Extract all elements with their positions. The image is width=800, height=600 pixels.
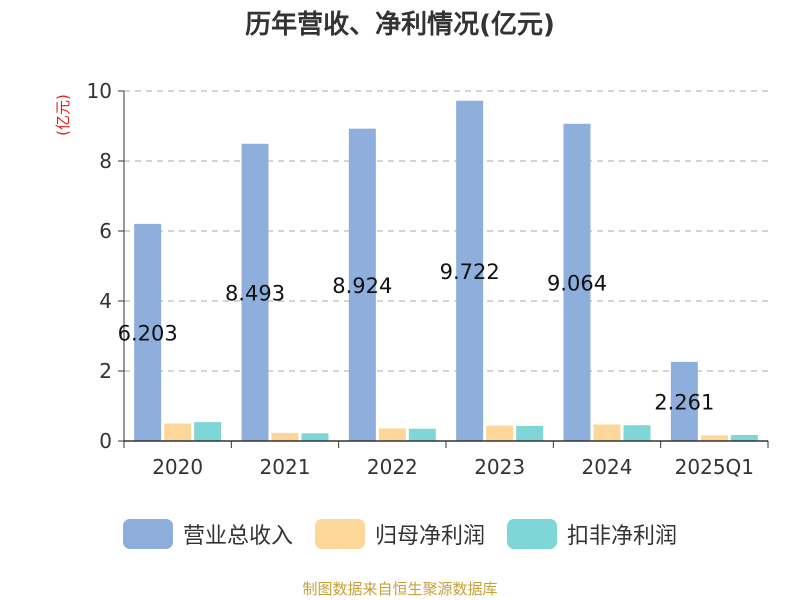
bar-series-2-2020	[194, 422, 222, 441]
bar-series-2-2022	[408, 428, 436, 441]
bars	[134, 100, 758, 441]
y-tick-label: 10	[87, 79, 112, 103]
x-tick-label: 2024	[582, 455, 633, 479]
data-labels: 6.203 8.493 8.924 9.722 9.064 2.261	[118, 260, 715, 415]
y-axis-ticks: 0 2 4 6 8 10	[87, 79, 125, 453]
bar-series-2-2025Q1	[730, 435, 758, 441]
bar-series-1-2022	[378, 428, 406, 441]
grid-lines	[124, 90, 768, 372]
y-axis-label: (亿元)	[54, 94, 72, 136]
bar-series-0-2020	[134, 223, 162, 441]
legend-label-revenue: 营业总收入	[182, 524, 293, 549]
legend: 营业总收入 归母净利润 扣非净利润	[0, 518, 800, 550]
y-tick-label: 4	[99, 289, 112, 313]
bar-series-2-2021	[301, 433, 329, 441]
data-label-revenue: 8.493	[225, 281, 285, 305]
bar-series-1-2024	[593, 424, 621, 441]
legend-swatch-net-profit	[314, 519, 365, 549]
source-note: 制图数据来自恒生聚源数据库	[302, 580, 498, 598]
data-label-revenue: 9.064	[547, 271, 607, 295]
legend-item-revenue[interactable]: 营业总收入	[122, 518, 293, 550]
bar-series-0-2024	[563, 123, 591, 441]
x-tick-label: 2023	[474, 455, 525, 479]
y-tick-label: 0	[99, 429, 112, 453]
x-tick-label: 2021	[260, 455, 311, 479]
bar-series-0-2022	[348, 128, 376, 441]
bar-series-2-2023	[516, 425, 544, 441]
x-axis: 2020 2021 2022 2023 2024 2025Q1	[123, 440, 769, 479]
legend-item-net-profit-excl[interactable]: 扣非净利润	[507, 518, 677, 550]
data-label-revenue: 9.722	[440, 260, 500, 284]
bar-series-0-2025Q1	[670, 361, 698, 441]
x-tick-label: 2020	[152, 455, 203, 479]
legend-label-net-profit-excl: 扣非净利润	[567, 524, 678, 549]
y-tick-label: 6	[99, 219, 112, 243]
chart-title: 历年营收、净利情况(亿元)	[245, 10, 555, 40]
data-label-revenue: 2.261	[654, 390, 714, 414]
bar-series-1-2023	[486, 425, 514, 441]
bar-series-0-2021	[241, 143, 269, 441]
legend-label-net-profit: 归母净利润	[374, 524, 485, 549]
bar-series-0-2023	[456, 100, 484, 441]
y-tick-label: 2	[99, 359, 112, 383]
bar-series-1-2021	[271, 432, 299, 441]
legend-swatch-net-profit-excl	[507, 519, 557, 549]
y-tick-label: 8	[99, 149, 112, 173]
x-tick-label: 2025Q1	[675, 455, 754, 479]
data-label-revenue: 8.924	[332, 274, 392, 298]
bar-series-1-2020	[164, 423, 192, 441]
bar-series-2-2024	[623, 425, 651, 441]
legend-swatch-revenue	[122, 519, 173, 549]
legend-item-net-profit[interactable]: 归母净利润	[314, 518, 485, 550]
data-label-revenue: 6.203	[118, 321, 178, 345]
x-tick-label: 2022	[367, 455, 418, 479]
bar-series-1-2025Q1	[700, 435, 728, 441]
